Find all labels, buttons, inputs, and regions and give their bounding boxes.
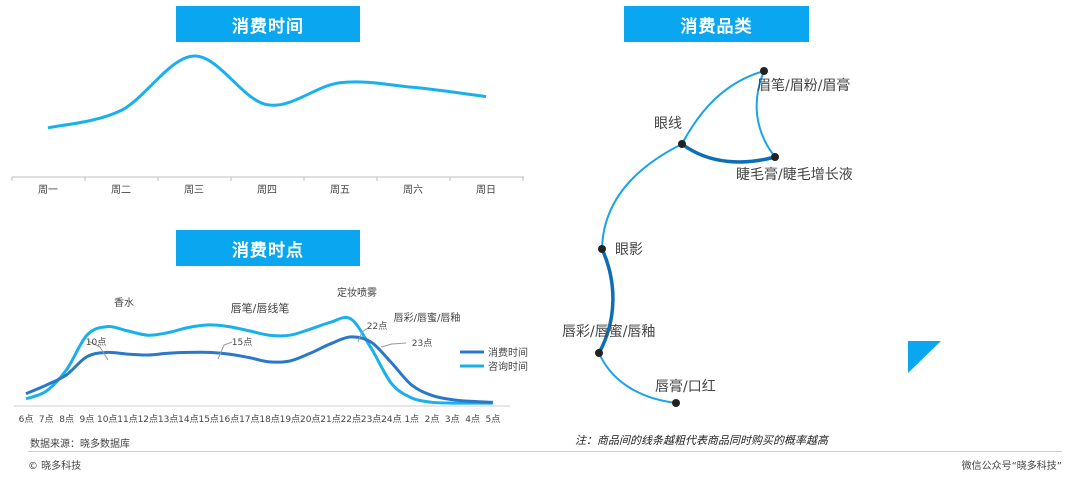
weekday-tick-label: 周六 <box>403 184 423 196</box>
hour-legend: 消费时间 咨询时间 <box>460 346 528 373</box>
node-label-eyeshadow: 眼影 <box>615 242 643 258</box>
category-chart-title: 消费品类 <box>624 6 809 42</box>
node-mascara <box>771 153 779 161</box>
legend-label-consult: 咨询时间 <box>488 360 528 373</box>
callout-10 <box>87 340 109 361</box>
hour-tick-label: 1点 <box>404 414 419 425</box>
node-label-mascara: 睫毛膏/睫毛增长液 <box>736 166 853 183</box>
hour-tick-label: 12点 <box>138 414 158 425</box>
edge-eyeliner-eyeshadow <box>601 143 683 250</box>
node-label-lipstick: 唇膏/口红 <box>655 378 716 395</box>
callout-label-22: 22点 <box>367 321 387 332</box>
hour-tick-label: 19点 <box>280 414 300 425</box>
hour-tick-label: 3点 <box>445 414 460 425</box>
weekday-tick-label: 周五 <box>330 184 350 196</box>
hour-tick-label: 20点 <box>300 414 320 425</box>
hour-tick-label: 2点 <box>425 414 440 425</box>
node-eyeliner <box>678 140 686 148</box>
edge-eyeliner-mascara <box>680 142 776 164</box>
callout-22 <box>357 327 369 343</box>
series-line-consult <box>25 315 493 405</box>
weekday-chart-title: 消费时间 <box>176 6 360 42</box>
node-label-lipgloss: 唇彩/唇蜜/唇釉 <box>562 324 655 340</box>
weekday-tick-label: 周日 <box>476 184 496 196</box>
weekday-series-line <box>47 54 487 130</box>
wechat-account: 微信公众号“晓多科技” <box>961 461 1062 472</box>
hour-tick-label: 13点 <box>158 414 178 425</box>
hour-chart-title: 消费时点 <box>176 230 360 266</box>
chart-note: 注：商品间的线条越粗代表商品同时购买的概率越高 <box>575 434 828 447</box>
hour-tick-label: 21点 <box>320 414 340 425</box>
hour-tick-label: 6点 <box>19 414 34 425</box>
node-label-brow: 眉笔/眉粉/眉膏 <box>757 77 850 94</box>
footer-divider <box>28 451 1062 452</box>
legend-label-consume: 消费时间 <box>488 346 528 359</box>
edge-lipgloss-lipstick <box>598 352 677 404</box>
hour-tick-label: 11点 <box>117 414 137 425</box>
weekday-tick-label: 周四 <box>257 184 277 196</box>
callout-23 <box>380 342 407 348</box>
node-label-eyeliner: 眼线 <box>654 116 682 132</box>
hour-tick-label: 7点 <box>39 414 54 425</box>
edge-brow-mascara <box>755 70 776 158</box>
hour-tick-label: 5点 <box>486 414 501 425</box>
hour-tick-label: 23点 <box>361 414 381 425</box>
copyright: © 晓多科技 <box>28 461 82 472</box>
hour-tick-label: 22点 <box>341 414 361 425</box>
weekday-tick-label: 周三 <box>184 184 204 196</box>
hour-tick-label: 14点 <box>178 414 198 425</box>
callout-label-23: 23点 <box>412 338 432 349</box>
category-network: 眉笔/眉粉/眉膏 眼线 睫毛膏/睫毛增长液 眼影 唇彩/唇蜜/唇釉 唇膏/口红 <box>562 67 853 407</box>
hour-tick-label: 16点 <box>219 414 239 425</box>
corner-triangle <box>908 341 941 373</box>
annotation-lip-gloss: 唇彩/唇蜜/唇釉 <box>394 311 461 324</box>
node-lipgloss <box>595 349 603 357</box>
callout-15 <box>217 341 233 360</box>
annotation-lip-pencil: 唇笔/唇线笔 <box>231 301 290 315</box>
data-source: 数据来源：晓多数据库 <box>30 439 130 450</box>
node-brow <box>760 67 768 75</box>
hour-tick-label: 4点 <box>465 414 480 425</box>
series-line-consume <box>25 335 493 404</box>
hour-tick-label: 15点 <box>198 414 218 425</box>
hour-tick-label: 17点 <box>239 414 259 425</box>
weekday-line-chart: 周一 周二 周三 周四 周五 周六 周日 <box>11 54 524 196</box>
hour-tick-label: 24点 <box>381 414 401 425</box>
hour-tick-label: 18点 <box>259 414 279 425</box>
hour-line-chart: 6点 7点 8点 9点 10点 11点 12点 13点 14点 15点 16点 17点 18点 19点 20… <box>14 286 528 425</box>
edge-eyeshadow-lipgloss <box>597 248 615 354</box>
weekday-tick-label: 周二 <box>111 184 131 196</box>
node-lipstick <box>672 399 680 407</box>
annotation-setting-spray: 定妆喷雾 <box>337 286 377 299</box>
node-eyeshadow <box>598 245 606 253</box>
hour-tick-label: 10点 <box>97 414 117 425</box>
callout-label-10: 10点 <box>86 337 106 348</box>
edge-eyeliner-brow <box>681 70 765 145</box>
weekday-tick-label: 周一 <box>38 184 58 196</box>
callout-label-15: 15点 <box>232 337 252 348</box>
annotation-perfume: 香水 <box>114 297 134 309</box>
hour-tick-label: 9点 <box>80 414 95 425</box>
hour-tick-label: 8点 <box>59 414 74 425</box>
